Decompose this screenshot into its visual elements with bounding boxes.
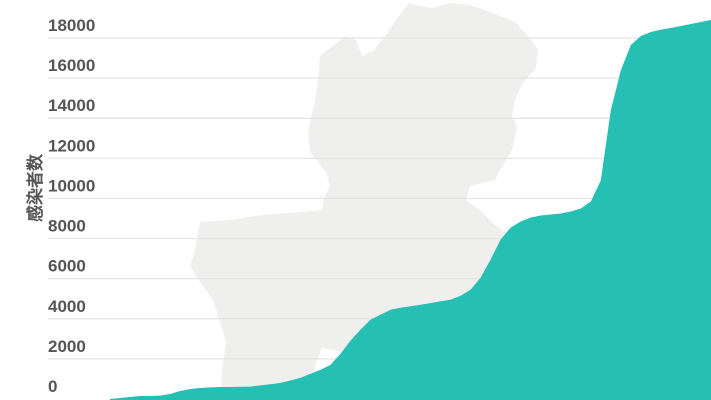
y-tick-label: 6000 <box>48 257 86 276</box>
y-tick-label: 12000 <box>48 136 95 155</box>
y-tick-label: 18000 <box>48 16 95 35</box>
y-axis-label: 感染者数 <box>25 153 46 222</box>
y-tick-label: 8000 <box>48 217 86 236</box>
infections-area <box>110 19 711 400</box>
y-tick-label: 4000 <box>48 297 86 316</box>
y-tick-label: 0 <box>48 377 57 396</box>
y-tick-label: 10000 <box>48 176 95 195</box>
y-tick-label: 2000 <box>48 337 86 356</box>
y-tick-label: 16000 <box>48 56 95 75</box>
y-tick-label: 14000 <box>48 96 95 115</box>
